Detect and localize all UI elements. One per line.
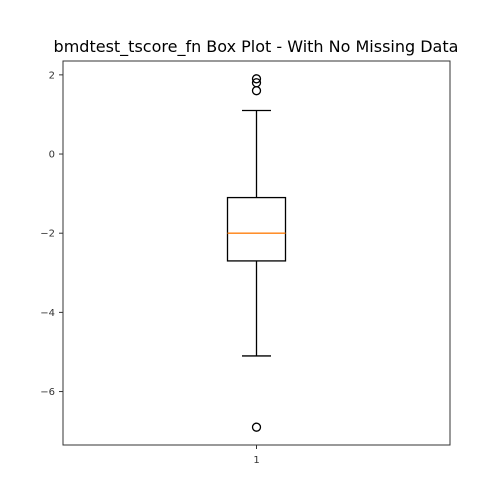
interquartile-box bbox=[226, 196, 287, 262]
outlier-point bbox=[251, 74, 262, 84]
outlier-point bbox=[251, 422, 262, 432]
box-series bbox=[226, 74, 287, 432]
y-tick-label: −2 bbox=[40, 229, 55, 240]
y-tick-label: −4 bbox=[40, 308, 55, 319]
y-tick-label: 2 bbox=[49, 70, 55, 81]
y-tick-label: −6 bbox=[40, 387, 55, 398]
outlier-point bbox=[251, 86, 262, 96]
y-axis: 2 0 −2 −4 −6 bbox=[40, 70, 63, 398]
x-tick-label: 1 bbox=[253, 455, 259, 466]
x-axis: 1 bbox=[253, 445, 260, 466]
chart-title: bmdtest_tscore_fn Box Plot - With No Mis… bbox=[54, 37, 459, 57]
y-tick-label: 0 bbox=[49, 150, 55, 161]
